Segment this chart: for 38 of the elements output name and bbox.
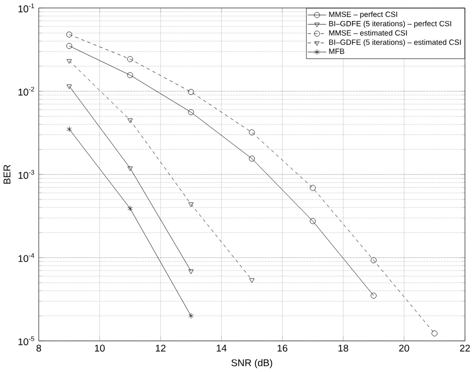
point [128,166,133,172]
y-tick-label: 10$^{-2}$ [18,86,34,96]
point [127,56,134,62]
point [188,313,194,319]
x-tick-label: 12 [156,344,166,352]
point [66,126,72,132]
x-tick-label: 10 [94,344,105,352]
y-axis-title: BER [4,164,10,184]
x-tick-label: 16 [278,344,288,352]
point [248,156,255,162]
point [249,278,254,283]
x-tick-label: 18 [338,344,348,352]
y-tick-label: 10$^{-4}$ [18,253,34,262]
point [66,84,72,90]
point [128,206,133,212]
y-tick-label: 10$^{-3}$ [18,170,34,179]
point [248,130,255,136]
x-tick-label: 14 [216,344,227,352]
point [432,330,438,336]
x-tick-label: 8 [36,344,42,352]
point [188,202,194,208]
point [370,257,377,264]
x-tick-label: 22 [460,344,470,352]
y-tick-label: 10$^{-1}$ [18,4,34,12]
point [66,59,72,64]
x-axis-title: SNR (dB) [231,359,272,368]
point [188,270,194,274]
x-tick-label: 20 [399,344,410,352]
point [66,32,72,38]
point [188,109,194,116]
point [310,185,316,191]
point [66,43,72,49]
point [370,292,377,299]
point [128,118,133,124]
y-tick-label: 10$^{-5}$ [18,336,34,346]
point [188,89,194,95]
point [127,72,134,78]
point [310,218,316,224]
